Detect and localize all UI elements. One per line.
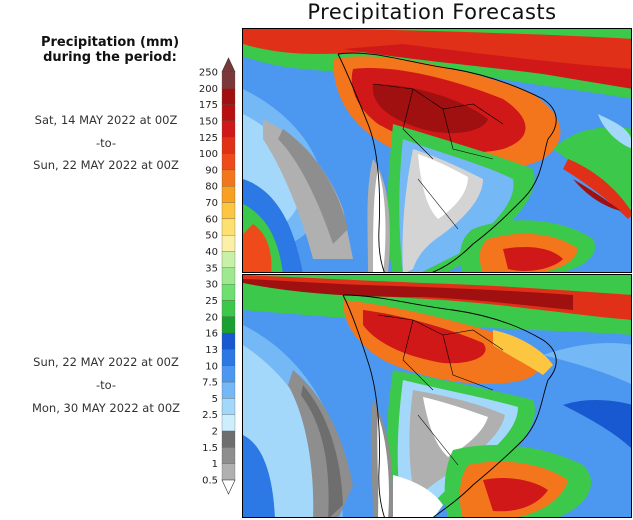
period-2-start: Sun, 22 MAY 2022 at 00Z	[33, 355, 179, 369]
scale-tick-label: 200	[199, 84, 218, 95]
forecast-map-week-1	[242, 28, 632, 273]
legend-heading: Precipitation (mm) during the period:	[10, 35, 210, 65]
scale-tick-label: 2	[212, 427, 218, 438]
page-title: Precipitation Forecasts	[307, 0, 557, 24]
scale-tick-label: 20	[205, 312, 218, 323]
scale-tick-label: 13	[205, 345, 218, 356]
scale-swatch	[221, 71, 236, 89]
period-2-separator: -to-	[95, 378, 117, 392]
scale-swatch	[221, 349, 236, 366]
scale-tick-label: 1.5	[202, 443, 218, 454]
scale-swatch	[221, 365, 236, 383]
scale-swatch	[221, 316, 236, 334]
scale-tick-label: 7.5	[202, 378, 218, 389]
scale-swatch	[221, 104, 236, 122]
color-scale-bar: 2502001751501251009080706050403530252016…	[199, 57, 236, 495]
scale-swatch	[221, 381, 236, 399]
scale-swatch	[221, 447, 236, 464]
scale-tick-label: 35	[205, 263, 218, 274]
scale-tick-label: 125	[199, 133, 218, 144]
scale-tick-label: 175	[199, 100, 218, 111]
scale-tick-label: 80	[205, 182, 218, 193]
scale-tick-label: 90	[205, 165, 218, 176]
scale-tick-label: 70	[205, 198, 218, 209]
period-2-end: Mon, 30 MAY 2022 at 00Z	[31, 401, 181, 415]
scale-swatch	[221, 251, 236, 268]
period-1-start: Sat, 14 MAY 2022 at 00Z	[34, 113, 178, 127]
scale-swatch	[221, 332, 236, 350]
scale-tick-label: 40	[205, 247, 218, 258]
scale-tick-label: 0.5	[202, 476, 218, 487]
scale-tick-label: 60	[205, 214, 218, 225]
legend-heading-line1: Precipitation (mm)	[40, 35, 180, 50]
scale-swatch	[221, 284, 236, 301]
scale-tick-label: 150	[199, 116, 218, 127]
scale-top-arrow	[221, 57, 236, 73]
scale-swatch	[221, 88, 236, 105]
scale-swatch	[221, 235, 236, 252]
scale-swatch	[221, 120, 236, 138]
scale-swatch	[221, 137, 236, 154]
scale-tick-label: 100	[199, 149, 218, 160]
scale-bottom-arrow	[221, 479, 236, 495]
scale-swatch	[221, 153, 236, 171]
scale-swatch	[221, 300, 236, 317]
scale-tick-label: 250	[199, 68, 218, 79]
period-1-end: Sun, 22 MAY 2022 at 00Z	[33, 158, 179, 172]
forecast-map-week-2	[242, 274, 632, 518]
scale-tick-label: 2.5	[202, 410, 218, 421]
scale-tick-label: 1	[212, 459, 218, 470]
legend-heading-line2: during the period:	[43, 50, 177, 65]
scale-swatch	[221, 398, 236, 415]
scale-swatch	[221, 169, 236, 187]
scale-swatch	[221, 218, 236, 236]
period-1-separator: -to-	[95, 136, 117, 150]
scale-tick-label: 50	[205, 231, 218, 242]
scale-swatch	[221, 463, 236, 481]
scale-swatch	[221, 414, 236, 432]
scale-swatch	[221, 267, 236, 285]
scale-swatch	[221, 186, 236, 203]
scale-tick-label: 10	[205, 361, 218, 372]
scale-tick-label: 25	[205, 296, 218, 307]
scale-swatch	[221, 202, 236, 220]
scale-tick-label: 5	[212, 394, 218, 405]
scale-tick-label: 16	[205, 329, 218, 340]
scale-tick-label: 30	[205, 280, 218, 291]
scale-swatch	[221, 430, 236, 448]
